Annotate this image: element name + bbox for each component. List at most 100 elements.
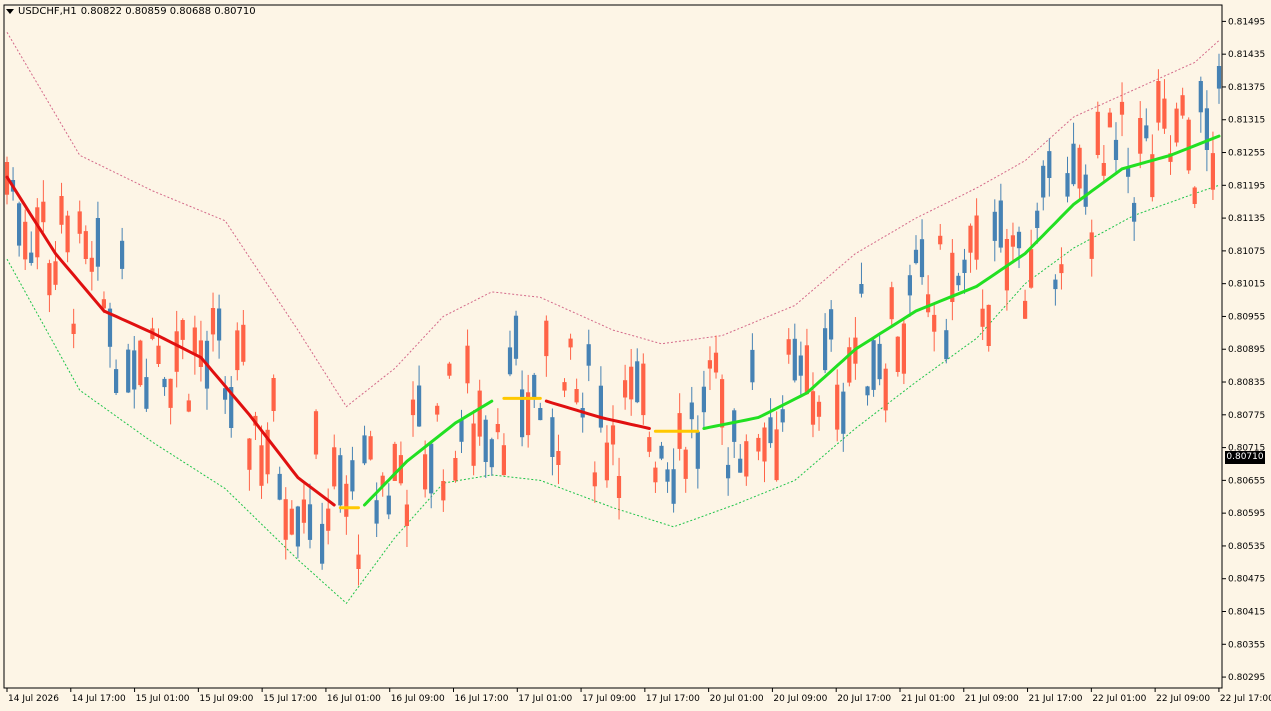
- candle-body: [295, 506, 300, 547]
- candle-body: [701, 386, 706, 413]
- candle-body: [1126, 167, 1131, 177]
- candle-body: [1077, 147, 1082, 189]
- candle-body: [653, 467, 658, 483]
- x-tick-label: 16 Jul 09:00: [391, 694, 445, 704]
- dropdown-triangle-icon[interactable]: [6, 9, 14, 14]
- ma-segment-up: [363, 399, 494, 507]
- plot-frame: [3, 4, 1223, 689]
- candle-body: [1113, 139, 1119, 160]
- candle-body: [871, 340, 876, 390]
- candle-body: [198, 340, 203, 367]
- candle-body: [744, 441, 749, 477]
- candle-body: [823, 328, 828, 371]
- candle-body: [532, 374, 537, 399]
- candle-body: [556, 451, 561, 465]
- y-tick-label: 0.80895: [1228, 345, 1265, 355]
- candle-body: [992, 211, 997, 241]
- candle-body: [1107, 112, 1112, 128]
- candle-body: [974, 215, 979, 260]
- candle-body: [1204, 108, 1209, 150]
- candle-body: [792, 338, 797, 381]
- y-tick-label: 0.81075: [1228, 247, 1265, 257]
- candle-body: [120, 240, 125, 269]
- y-tick-label: 0.81195: [1228, 181, 1265, 191]
- candle-body: [1029, 249, 1034, 288]
- candle-body: [616, 476, 622, 498]
- candle-body: [944, 330, 949, 360]
- ohlc-values: 0.80822 0.80859 0.80688 0.80710: [80, 6, 256, 17]
- candle-body: [1071, 143, 1076, 185]
- candle-body: [1156, 81, 1161, 123]
- x-tick-label: 21 Jul 09:00: [965, 694, 1019, 704]
- candle-body: [362, 435, 367, 464]
- candle-body: [841, 391, 846, 434]
- candle-body: [192, 327, 197, 355]
- candle-body: [356, 554, 361, 569]
- candle-body: [665, 469, 670, 482]
- x-tick-label: 17 Jul 17:00: [646, 694, 700, 704]
- y-tick-label: 0.81135: [1228, 214, 1265, 224]
- candle-body: [235, 330, 240, 371]
- candle-body: [780, 409, 785, 423]
- candle-body: [101, 299, 106, 309]
- candle-body: [447, 363, 452, 376]
- candle-body: [126, 349, 131, 393]
- candle-body: [17, 203, 22, 246]
- candle-body: [59, 196, 64, 225]
- candle-body: [114, 369, 119, 393]
- candle-body: [1035, 210, 1040, 228]
- candle-body: [1023, 300, 1028, 319]
- candle-body: [889, 287, 894, 320]
- candle-body: [816, 401, 822, 417]
- candle-body: [641, 363, 646, 416]
- candle-body: [1047, 151, 1052, 178]
- candle-body: [1059, 264, 1064, 274]
- candle-body: [1210, 153, 1215, 190]
- candle-body: [629, 366, 634, 400]
- candle-body: [1198, 81, 1203, 113]
- y-tick-label: 0.80955: [1228, 312, 1265, 322]
- candle-body: [374, 500, 379, 524]
- candle-body: [29, 252, 34, 263]
- y-tick-label: 0.81255: [1228, 149, 1265, 159]
- candle-body: [647, 437, 652, 452]
- candle-body: [320, 523, 325, 564]
- x-tick-label: 15 Jul 17:00: [263, 694, 317, 704]
- y-tick-label: 0.80655: [1228, 476, 1265, 486]
- candle-body: [265, 429, 270, 475]
- candle-body: [483, 419, 488, 462]
- candle-body: [95, 218, 100, 267]
- candle-body: [1186, 119, 1191, 171]
- candle-body: [277, 473, 282, 500]
- candle-body: [550, 417, 555, 457]
- y-tick-label: 0.80475: [1228, 575, 1265, 585]
- y-tick-label: 0.80595: [1228, 509, 1265, 519]
- candle-body: [41, 201, 46, 223]
- candle-body: [1150, 154, 1155, 198]
- candle-body: [835, 384, 840, 430]
- ma-segment-up: [702, 134, 1221, 430]
- upper-band-line: [6, 32, 1220, 408]
- x-tick-label: 20 Jul 09:00: [773, 694, 827, 704]
- candle-body: [1132, 202, 1137, 222]
- candle-body: [865, 386, 870, 396]
- candle-body: [344, 483, 349, 517]
- candle-body: [859, 284, 864, 294]
- candle-body: [338, 455, 343, 506]
- candle-body: [307, 504, 313, 540]
- candle-body: [574, 389, 579, 403]
- x-tick-label: 15 Jul 09:00: [199, 694, 253, 704]
- candle-body: [89, 257, 94, 272]
- y-tick-label: 0.81495: [1228, 17, 1265, 27]
- candle-body: [623, 380, 628, 398]
- candle-body: [774, 429, 779, 481]
- candlesticks: [4, 53, 1222, 586]
- candle-body: [35, 207, 40, 258]
- x-tick-label: 21 Jul 01:00: [901, 694, 955, 704]
- candle-body: [507, 347, 513, 375]
- candle-body: [568, 338, 573, 348]
- candle-body: [798, 355, 803, 376]
- y-tick-label: 0.81435: [1228, 50, 1265, 60]
